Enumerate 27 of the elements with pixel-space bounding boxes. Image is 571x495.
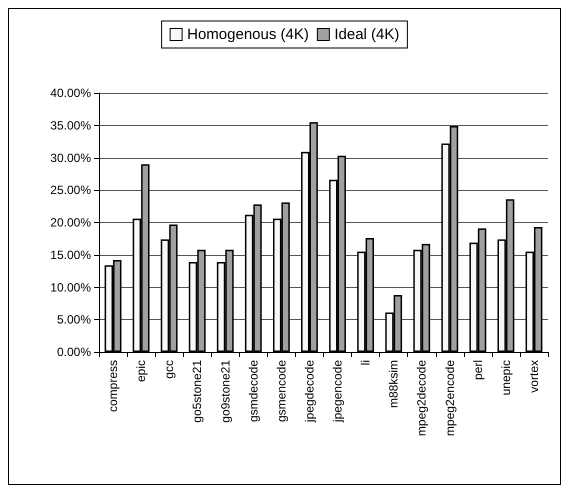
- y-tick-label: 35.00%: [50, 118, 92, 132]
- y-tick-label: 10.00%: [50, 280, 92, 294]
- x-tick-label: jpegdecode: [302, 360, 316, 424]
- x-tick-label: go5stone21: [190, 360, 204, 423]
- y-tick-label: 15.00%: [50, 248, 92, 262]
- x-tick-label: m88ksim: [386, 360, 401, 408]
- legend-label: Ideal (4K): [334, 26, 400, 43]
- x-tick-label: li: [358, 360, 373, 366]
- x-tick-label: gcc: [162, 360, 176, 379]
- y-tick-label: 20.00%: [50, 216, 92, 230]
- legend-label: Homogenous (4K): [187, 26, 309, 43]
- x-tick-label: gsmencode: [274, 360, 288, 422]
- x-tick-label: unepic: [498, 360, 513, 396]
- x-tick-label: jpegencode: [330, 360, 345, 424]
- x-tick-label: mpeg2encode: [442, 360, 457, 436]
- x-tick-label: perl: [470, 360, 485, 380]
- x-tick-label: vortex: [526, 360, 541, 393]
- x-tick-label: mpeg2decode: [414, 360, 429, 436]
- y-tick-label: 5.00%: [56, 312, 92, 327]
- y-tick-label: 40.00%: [50, 86, 92, 100]
- y-tick-label: 25.00%: [50, 183, 92, 198]
- x-tick-label: go9stone21: [218, 360, 232, 423]
- x-tick-label: epic: [134, 360, 148, 382]
- x-tick-label: gsmdecode: [246, 360, 260, 422]
- x-tick-label: compress: [106, 360, 120, 412]
- y-tick-label: 0.00%: [56, 345, 92, 359]
- y-tick-label: 30.00%: [50, 150, 92, 165]
